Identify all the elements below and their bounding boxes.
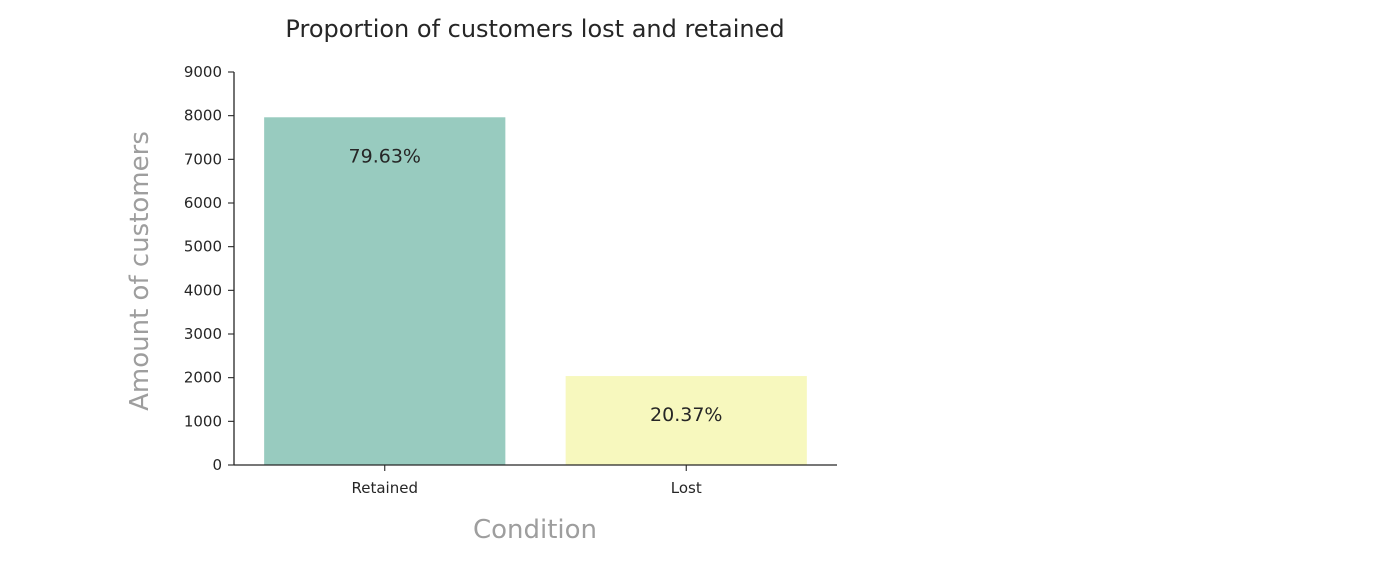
y-tick-label: 7000 (184, 150, 222, 168)
bar-lost (565, 376, 807, 465)
y-tick-label: 5000 (184, 238, 222, 256)
y-axis-ticks: 0 1000 2000 3000 4000 5000 6000 7000 8000 9000 (184, 63, 234, 474)
y-tick-label: 6000 (184, 194, 222, 212)
y-tick-label: 2000 (184, 369, 222, 387)
y-tick-label: 1000 (184, 412, 222, 430)
x-tick-label: Retained (352, 479, 418, 497)
data-label-lost: 20.37% (650, 404, 722, 426)
y-tick-label: 4000 (184, 281, 222, 299)
y-tick-label: 8000 (184, 107, 222, 125)
y-tick-label: 3000 (184, 325, 222, 343)
chart-title: Proportion of customers lost and retaine… (285, 15, 784, 43)
x-tick-label: Lost (671, 479, 702, 497)
y-tick-label: 0 (212, 456, 222, 474)
y-axis-label: Amount of customers (125, 131, 155, 411)
data-label-retained: 79.63% (349, 145, 421, 167)
y-tick-label: 9000 (184, 63, 222, 81)
x-axis-label: Condition (473, 515, 597, 545)
bar-retained (264, 117, 506, 465)
x-axis-ticks: Retained Lost (352, 465, 702, 497)
bars: 79.63% 20.37% (264, 117, 807, 465)
